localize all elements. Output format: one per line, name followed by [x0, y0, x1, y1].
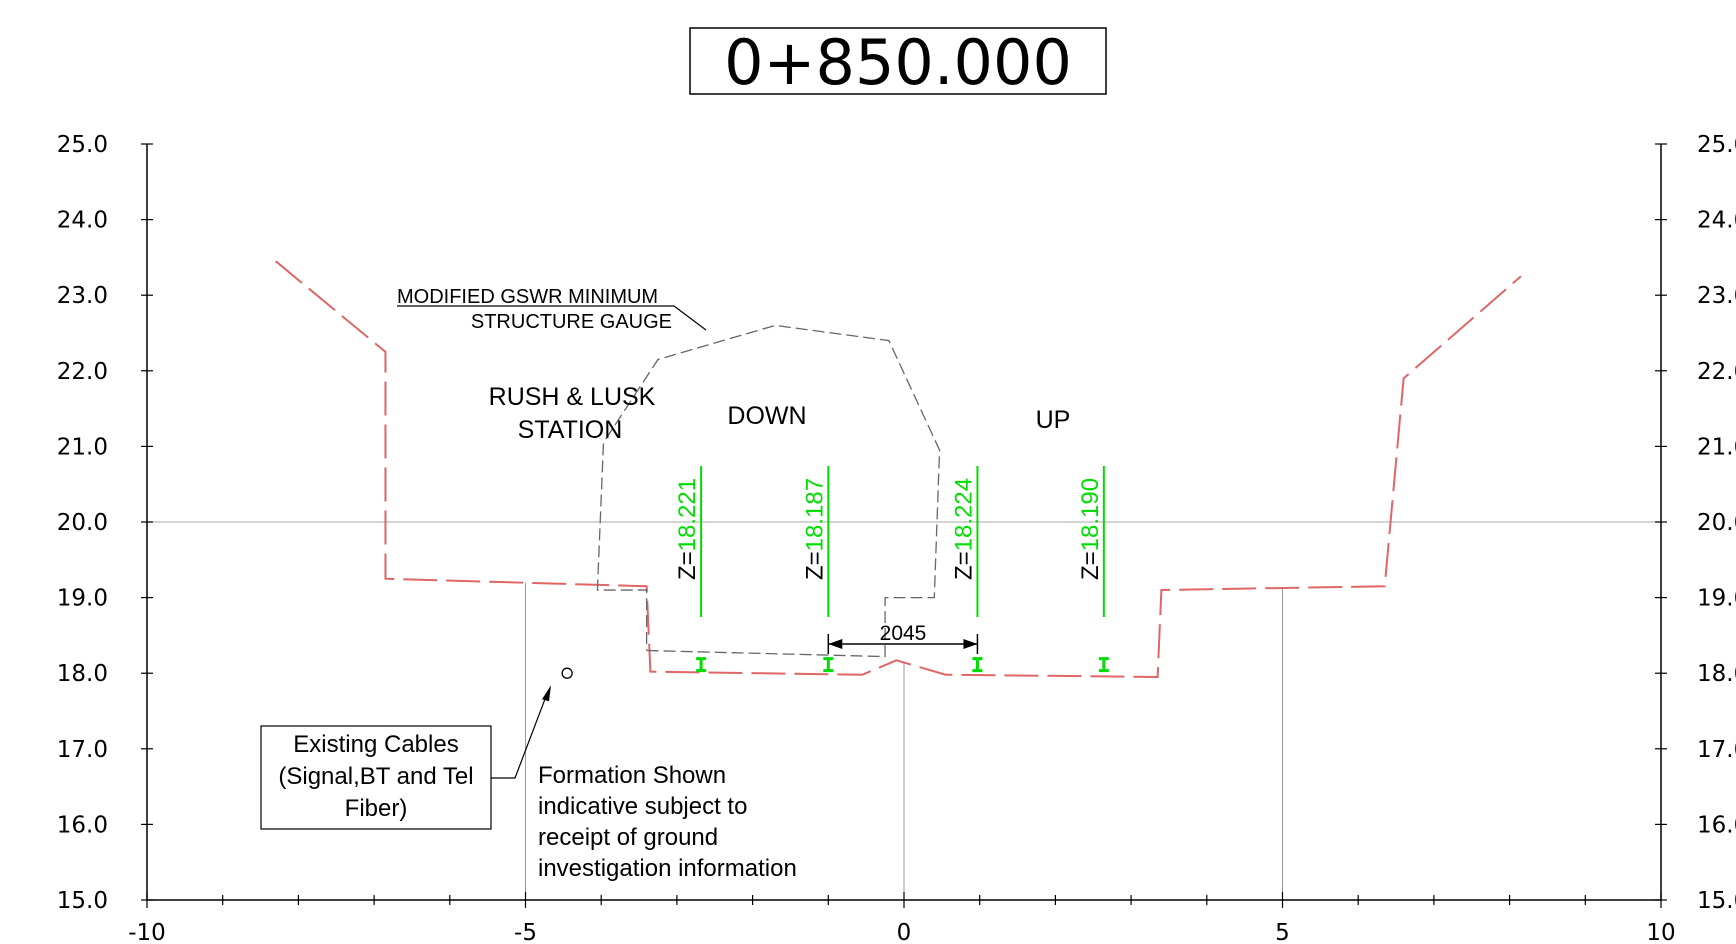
y-tick-label-left: 21.0: [57, 434, 108, 460]
y-tick-label-right: 23.0: [1697, 283, 1736, 309]
rail-level-value: 18.190: [1077, 478, 1104, 551]
y-tick-label-right: 22.0: [1697, 359, 1736, 385]
y-tick-label-right: 21.0: [1697, 434, 1736, 460]
cable-leader: [491, 667, 573, 779]
rail-level-label: Z=18.187: [801, 478, 828, 580]
cables-label-line3: Fiber): [345, 795, 408, 822]
cable-leader-arrow: [542, 685, 551, 702]
rail-level-prefix: Z=: [1077, 551, 1104, 580]
gauge-label-line1: MODIFIED GSWR MINIMUM: [397, 286, 658, 308]
dimension-arrow-left: [828, 639, 843, 649]
y-tick-label-right: 15.0: [1697, 888, 1736, 914]
profile-layer: [275, 260, 1522, 678]
formation-note-line4: investigation information: [538, 855, 797, 882]
rail-section-icon: [1098, 657, 1109, 673]
x-tick-label: -5: [514, 920, 537, 944]
rail-level-prefix: Z=: [674, 551, 701, 580]
y-tick-label-right: 17.0: [1697, 737, 1736, 763]
rail-section-icon: [972, 657, 983, 673]
x-tick-label: -10: [128, 920, 166, 944]
track-spacing-dimension: [827, 634, 979, 654]
rail-section-icon: [823, 657, 834, 673]
cable-leader-line: [491, 690, 549, 779]
title-box: [689, 27, 1107, 95]
rail-level-value: 18.224: [950, 478, 977, 551]
y-tick-label-left: 25.0: [57, 132, 108, 158]
formation-note-line2: indicative subject to: [538, 793, 747, 820]
y-tick-label-left: 20.0: [57, 510, 108, 536]
cables-label-line2: (Signal,BT and Tel: [278, 763, 473, 790]
formation-note-line1: Formation Shown: [538, 762, 726, 789]
y-tick-label-right: 18.0: [1697, 661, 1736, 687]
y-tick-label-right: 20.0: [1697, 510, 1736, 536]
dimension-arrow-right: [963, 639, 978, 649]
station-label-line1: RUSH & LUSK: [489, 383, 656, 411]
cable-position-marker: [561, 667, 573, 679]
dimension-label: 2045: [880, 622, 927, 645]
structure-gauge-outline: [596, 324, 941, 658]
y-tick-label-left: 15.0: [57, 888, 108, 914]
gauge-leader-line: [397, 305, 707, 331]
y-tick-label-left: 22.0: [57, 359, 108, 385]
rail-level-label: Z=18.224: [950, 478, 977, 580]
rail-level-prefix: Z=: [950, 551, 977, 580]
axes-layer: 25.0 25.0 24.0 24.0 23.0 23.0 22.0 22.0 21.0 21.0…: [57, 132, 1736, 944]
y-tick-label-right: 16.0: [1697, 812, 1736, 838]
rail-level-value: 18.187: [801, 478, 828, 551]
y-tick-label-left: 16.0: [57, 812, 108, 838]
y-tick-label-right: 24.0: [1697, 208, 1736, 234]
y-tick-label-left: 23.0: [57, 283, 108, 309]
up-track-label: UP: [1036, 406, 1071, 434]
x-tick-label: 0: [897, 920, 912, 944]
x-tick-label: 10: [1646, 920, 1675, 944]
down-track-label: DOWN: [727, 402, 806, 430]
ground-profile-line: [275, 260, 1522, 678]
formation-note-line3: receipt of ground: [538, 824, 718, 851]
rail-level-label: Z=18.190: [1077, 478, 1104, 580]
y-tick-label-left: 18.0: [57, 661, 108, 687]
y-tick-label-left: 24.0: [57, 208, 108, 234]
grid-layer: [147, 521, 1661, 900]
y-tick-label-right: 25.0: [1697, 132, 1736, 158]
y-tick-label-right: 19.0: [1697, 586, 1736, 612]
y-tick-label-left: 17.0: [57, 737, 108, 763]
x-tick-label: 5: [1275, 920, 1290, 944]
rail-level-label: Z=18.221: [674, 478, 701, 580]
cables-label-line1: Existing Cables: [293, 731, 458, 758]
section-title: 0+850.000: [724, 26, 1072, 99]
rail-level-value: 18.221: [674, 478, 701, 551]
rail-level-prefix: Z=: [801, 551, 828, 580]
y-tick-label-left: 19.0: [57, 586, 108, 612]
station-label-line2: STATION: [518, 416, 623, 444]
gauge-label-line2: STRUCTURE GAUGE: [471, 311, 672, 333]
rail-section-icon: [696, 657, 707, 673]
